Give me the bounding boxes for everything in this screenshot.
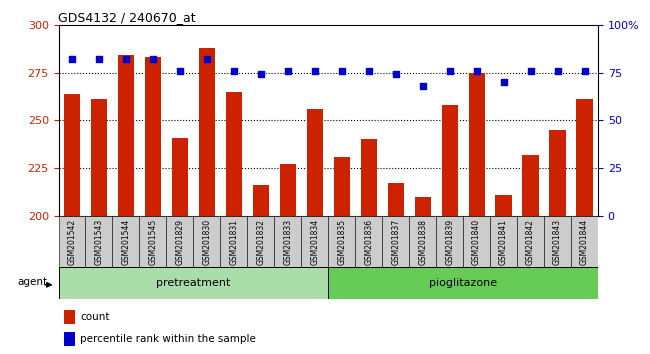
Point [148, 56, 158, 62]
Text: count: count [80, 312, 110, 322]
Bar [307, 109, 323, 216]
Text: GSM201838: GSM201838 [418, 219, 427, 264]
Text: GSM201542: GSM201542 [68, 218, 77, 265]
Bar [253, 185, 269, 216]
Bar [333, 157, 350, 216]
Point [552, 68, 563, 74]
Text: pioglitazone: pioglitazone [429, 278, 497, 288]
Bar [355, 216, 382, 267]
Bar [571, 216, 598, 267]
Bar [302, 216, 328, 267]
Bar [220, 216, 247, 267]
Text: GSM201836: GSM201836 [364, 218, 373, 265]
Point [579, 68, 590, 74]
Text: GSM201543: GSM201543 [94, 218, 103, 265]
Point [255, 72, 266, 77]
Bar [64, 310, 75, 324]
Text: GSM201844: GSM201844 [580, 218, 589, 265]
Bar [463, 216, 490, 267]
Text: pretreatment: pretreatment [156, 278, 231, 288]
Bar [523, 155, 539, 216]
Point [417, 83, 428, 89]
Text: GSM201839: GSM201839 [445, 218, 454, 265]
Text: agent: agent [18, 276, 47, 287]
Bar [469, 73, 485, 216]
Text: GSM201835: GSM201835 [337, 218, 346, 265]
Bar [145, 57, 161, 216]
Bar [436, 216, 463, 267]
Text: GDS4132 / 240670_at: GDS4132 / 240670_at [58, 11, 196, 24]
Bar [544, 216, 571, 267]
Bar [166, 216, 194, 267]
Text: GSM201837: GSM201837 [391, 218, 400, 265]
Text: percentile rank within the sample: percentile rank within the sample [80, 334, 256, 344]
Point [471, 68, 482, 74]
Text: GSM201831: GSM201831 [229, 219, 239, 264]
Bar [415, 197, 431, 216]
Bar [58, 267, 328, 299]
Bar [328, 267, 598, 299]
Bar [490, 216, 517, 267]
Bar [172, 138, 188, 216]
Bar [247, 216, 274, 267]
Text: GSM201544: GSM201544 [122, 218, 131, 265]
Text: GSM201840: GSM201840 [472, 218, 481, 265]
Bar [64, 332, 75, 346]
Text: GSM201832: GSM201832 [256, 219, 265, 264]
Point [175, 68, 185, 74]
Text: GSM201829: GSM201829 [176, 219, 185, 264]
Bar [58, 216, 85, 267]
Bar [91, 99, 107, 216]
Text: GSM201830: GSM201830 [202, 218, 211, 265]
Point [337, 68, 347, 74]
Bar [382, 216, 410, 267]
Point [229, 68, 239, 74]
Text: GSM201834: GSM201834 [310, 218, 319, 265]
Text: GSM201841: GSM201841 [499, 219, 508, 264]
Bar [118, 55, 134, 216]
Point [94, 56, 104, 62]
Point [499, 79, 509, 85]
Bar [64, 93, 80, 216]
Bar [112, 216, 140, 267]
Bar [441, 105, 458, 216]
Point [67, 56, 77, 62]
Bar [280, 164, 296, 216]
Bar [361, 139, 377, 216]
Bar [410, 216, 436, 267]
Bar [495, 195, 512, 216]
Point [309, 68, 320, 74]
Point [445, 68, 455, 74]
Text: GSM201833: GSM201833 [283, 218, 292, 265]
Bar [274, 216, 302, 267]
Bar [199, 48, 215, 216]
Bar [387, 183, 404, 216]
Bar [85, 216, 112, 267]
Point [121, 56, 131, 62]
Point [202, 56, 212, 62]
Text: GSM201842: GSM201842 [526, 219, 535, 264]
Point [391, 72, 401, 77]
Point [283, 68, 293, 74]
Bar [194, 216, 220, 267]
Bar [226, 92, 242, 216]
Bar [549, 130, 566, 216]
Bar [577, 99, 593, 216]
Point [525, 68, 536, 74]
Text: GSM201545: GSM201545 [148, 218, 157, 265]
Bar [328, 216, 355, 267]
Bar [140, 216, 166, 267]
Point [363, 68, 374, 74]
Text: GSM201843: GSM201843 [553, 218, 562, 265]
Bar [517, 216, 544, 267]
